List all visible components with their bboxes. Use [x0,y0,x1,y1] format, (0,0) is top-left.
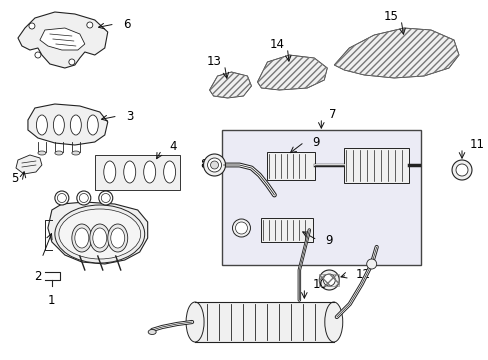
Ellipse shape [455,164,467,176]
Polygon shape [40,28,84,50]
Text: 7: 7 [328,108,336,121]
Ellipse shape [87,22,93,28]
Polygon shape [28,104,107,145]
Ellipse shape [55,205,144,263]
Ellipse shape [93,228,106,248]
Ellipse shape [57,194,66,202]
Ellipse shape [451,160,471,180]
Polygon shape [257,55,326,90]
Ellipse shape [29,23,35,29]
Polygon shape [209,72,251,98]
Bar [267,152,315,180]
Polygon shape [334,28,458,78]
Text: 14: 14 [269,37,284,50]
Ellipse shape [69,59,75,65]
Bar [95,155,179,190]
Ellipse shape [123,161,136,183]
Text: 1: 1 [48,294,56,307]
Text: 4: 4 [169,140,177,153]
Ellipse shape [90,224,109,252]
Ellipse shape [324,302,342,342]
Text: 10: 10 [312,278,326,291]
Ellipse shape [36,115,47,135]
Ellipse shape [55,151,63,155]
Text: 13: 13 [206,54,221,68]
Ellipse shape [35,52,41,58]
Polygon shape [48,202,147,264]
Ellipse shape [319,270,339,290]
Ellipse shape [72,151,80,155]
Ellipse shape [99,191,113,205]
Ellipse shape [186,302,203,342]
Bar [221,130,420,265]
Polygon shape [18,12,107,68]
Ellipse shape [38,151,46,155]
Text: 9: 9 [312,135,319,149]
Ellipse shape [163,161,175,183]
Ellipse shape [59,209,141,259]
Bar [195,302,333,342]
Ellipse shape [232,219,250,237]
Text: 11: 11 [469,138,484,150]
Ellipse shape [210,161,218,169]
Ellipse shape [101,194,110,202]
Ellipse shape [79,194,88,202]
Text: 5: 5 [12,171,19,185]
Ellipse shape [87,115,98,135]
Text: 3: 3 [125,109,133,122]
Bar [261,218,313,242]
Text: 15: 15 [383,9,397,23]
Ellipse shape [70,115,81,135]
Ellipse shape [75,228,89,248]
Ellipse shape [203,154,225,176]
Ellipse shape [72,224,92,252]
Text: 6: 6 [122,18,130,31]
Ellipse shape [53,115,64,135]
Ellipse shape [207,158,221,172]
Polygon shape [16,155,42,174]
Text: 9: 9 [325,234,332,247]
Text: 2: 2 [34,270,41,283]
Ellipse shape [143,161,155,183]
Ellipse shape [366,259,376,269]
Ellipse shape [235,222,247,234]
Ellipse shape [77,191,91,205]
Ellipse shape [55,191,69,205]
Bar [344,148,408,183]
Ellipse shape [323,274,335,286]
Ellipse shape [111,228,124,248]
Ellipse shape [148,329,156,334]
Text: 12: 12 [354,269,369,282]
Ellipse shape [107,224,127,252]
Text: 8: 8 [200,158,207,171]
Ellipse shape [103,161,116,183]
